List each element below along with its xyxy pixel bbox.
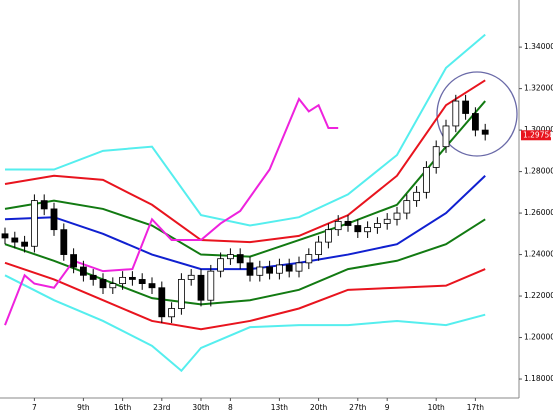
last-price-label: 1.29750	[523, 130, 553, 139]
x-tick-label: 9th	[77, 403, 90, 412]
x-tick-label: 23rd	[153, 403, 170, 412]
y-tick-label: 1.28000	[524, 167, 553, 176]
y-tick-label: 1.34000	[524, 42, 553, 51]
candle-body	[344, 220, 352, 226]
candle-body	[226, 254, 234, 260]
candle-body	[80, 266, 87, 276]
y-tick-label: 1.18000	[524, 374, 553, 383]
candle-body	[89, 274, 97, 280]
candle-body	[373, 223, 381, 228]
x-tick-label: 17th	[467, 403, 484, 412]
x-tick-label: 8	[228, 403, 233, 412]
candle-body	[217, 258, 225, 272]
candle-body	[158, 287, 166, 318]
x-tick-label: 10th	[428, 403, 445, 412]
candle-body	[364, 227, 372, 233]
candle-body	[99, 279, 107, 289]
x-tick-label: 27th	[349, 403, 366, 412]
candle-body	[324, 229, 332, 243]
last-price-box	[521, 130, 551, 141]
candle-body	[148, 283, 156, 289]
candle-body	[50, 208, 58, 231]
y-tick-label: 1.20000	[524, 333, 553, 342]
candle-body	[246, 262, 254, 276]
candle-body	[11, 237, 19, 243]
candle-body	[207, 270, 215, 301]
candle-body	[40, 200, 48, 210]
candle-body	[481, 129, 489, 135]
candle-body	[128, 276, 136, 280]
candle-body	[70, 254, 77, 268]
candle-body	[305, 254, 313, 264]
candle-body	[109, 283, 117, 289]
candle-body	[168, 308, 176, 318]
candle-body	[354, 225, 362, 233]
indicator-line	[4, 97, 339, 326]
y-tick-label: 1.24000	[524, 250, 553, 259]
candle-body	[119, 276, 126, 285]
candle-body	[285, 264, 293, 272]
candle-body	[432, 146, 440, 168]
y-tick-label: 1.32000	[524, 84, 553, 93]
candle-body	[21, 241, 29, 247]
indicator-line	[4, 79, 486, 244]
candle-body	[422, 167, 430, 193]
candle-body	[1, 233, 9, 239]
candle-body	[295, 262, 303, 272]
candle-body	[197, 274, 205, 301]
candle-body	[187, 274, 195, 280]
x-tick-label: 7	[32, 403, 37, 412]
candle-body	[315, 241, 323, 255]
y-tick-label: 1.30000	[524, 125, 553, 134]
candle-body	[442, 125, 450, 148]
x-tick-label: 13th	[271, 403, 288, 412]
candle-body	[383, 218, 391, 224]
candle-body	[275, 264, 283, 274]
candle-body	[393, 212, 401, 220]
candle-body	[334, 220, 342, 231]
candle-body	[236, 254, 244, 264]
y-tick-label: 1.22000	[524, 291, 553, 300]
x-tick-label: 30th	[192, 403, 209, 412]
candle-body	[471, 113, 479, 131]
candle-body	[30, 200, 38, 247]
x-tick-label: 20th	[310, 403, 327, 412]
highlight-ellipse	[436, 71, 518, 157]
candle-body	[462, 100, 470, 114]
candle-body	[413, 191, 421, 202]
candle-body	[452, 100, 460, 127]
x-tick-label: 9	[385, 403, 390, 412]
y-tick-label: 1.26000	[524, 208, 553, 217]
candle-body	[177, 279, 185, 309]
x-tick-label: 16th	[114, 403, 131, 412]
candle-body	[138, 279, 146, 285]
indicator-line	[4, 274, 486, 373]
candle-body	[256, 266, 264, 276]
candle-body	[266, 266, 274, 274]
indicator-line	[4, 261, 486, 331]
candle-body	[403, 200, 411, 214]
indicator-line	[5, 33, 486, 227]
candle-body	[60, 229, 68, 255]
